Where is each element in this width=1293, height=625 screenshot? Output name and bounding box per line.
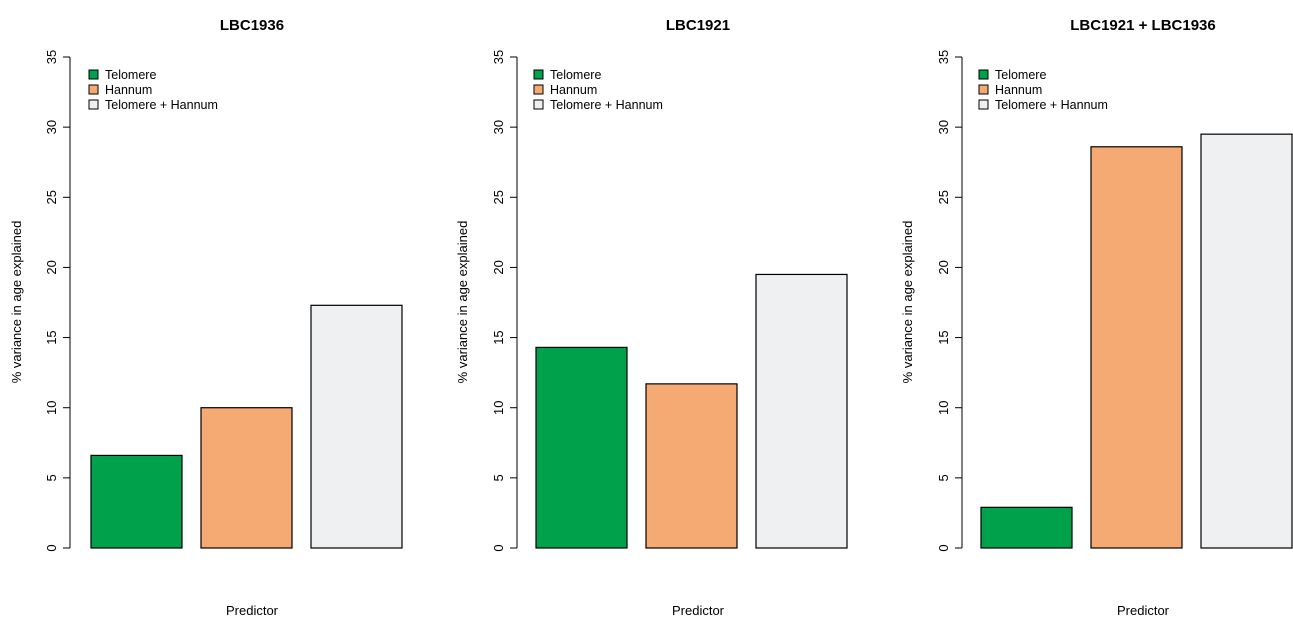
bar-telomere-hannum [310,304,403,549]
y-tick-label: 15 [936,330,951,344]
y-tick-label: 15 [44,330,59,344]
legend-label: Telomere [105,68,156,82]
y-tick-label: 0 [936,544,951,551]
y-tick-label: 5 [44,474,59,481]
legend-label: Hannum [550,83,597,97]
legend-swatch [978,84,989,95]
y-tick-label: 20 [44,260,59,274]
y-tick-label: 5 [936,474,951,481]
legend-label: Hannum [105,83,152,97]
y-axis-label: % variance in age explained [9,221,24,384]
y-tick-label: 35 [936,50,951,64]
y-tick-label: 10 [936,400,951,414]
bar-hannum [1090,146,1183,549]
bar-telomere-hannum [755,273,848,549]
legend-label: Telomere [550,68,601,82]
y-tick-label: 30 [44,120,59,134]
y-tick-label: 30 [491,120,506,134]
y-tick-label: 20 [491,260,506,274]
y-tick-label: 30 [936,120,951,134]
x-axis-label: Predictor [1117,603,1170,618]
bar-telomere-hannum [1200,133,1293,549]
legend-swatch [978,69,989,80]
legend-swatch [533,99,544,110]
chart-title: LBC1921 + LBC1936 [1070,17,1216,34]
legend-swatch [533,84,544,95]
y-tick-label: 35 [491,50,506,64]
y-tick-label: 20 [936,260,951,274]
bar-telomere [535,346,628,549]
chart-title: LBC1936 [220,17,284,34]
legend-swatch [88,84,99,95]
y-axis-label: % variance in age explained [455,221,470,384]
bar-hannum [200,407,293,549]
bar-telomere [90,454,183,549]
y-axis-label: % variance in age explained [900,221,915,384]
bar-hannum [645,383,738,549]
y-tick-label: 35 [44,50,59,64]
chart-title: LBC1921 [666,17,730,34]
legend-label: Telomere + Hannum [105,98,218,112]
x-axis-label: Predictor [672,603,725,618]
y-tick-label: 10 [44,400,59,414]
y-tick-label: 0 [491,544,506,551]
legend-label: Hannum [995,83,1042,97]
legend-label: Telomere + Hannum [550,98,663,112]
y-tick-label: 25 [936,190,951,204]
y-tick-label: 5 [491,474,506,481]
legend-swatch [533,69,544,80]
legend-swatch [88,69,99,80]
y-tick-label: 10 [491,400,506,414]
y-tick-label: 25 [44,190,59,204]
y-tick-label: 15 [491,330,506,344]
legend-swatch [978,99,989,110]
legend-label: Telomere + Hannum [995,98,1108,112]
legend-label: Telomere [995,68,1046,82]
y-tick-label: 0 [44,544,59,551]
x-axis-label: Predictor [226,603,279,618]
legend-swatch [88,99,99,110]
y-tick-label: 25 [491,190,506,204]
bar-telomere [980,506,1073,549]
